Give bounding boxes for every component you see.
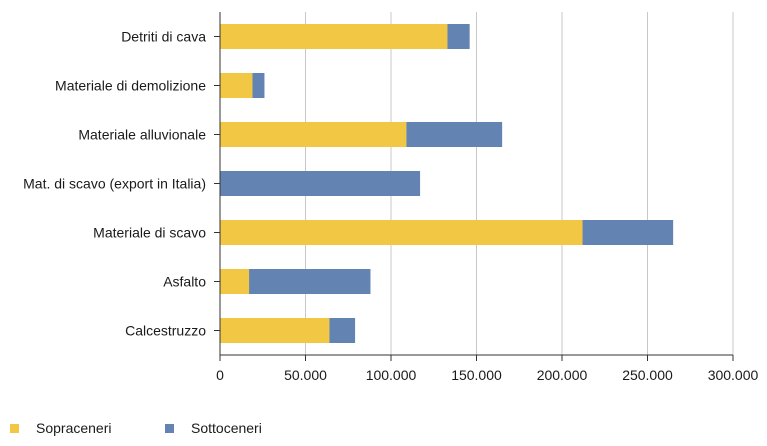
bar-sopraceneri-calcestruzzo [220, 318, 330, 343]
bar-sottoceneri-detriti-di-cava [447, 24, 470, 49]
bar-sottoceneri-asfalto [249, 269, 371, 294]
bar-sottoceneri-materiale-alluvionale [406, 122, 503, 147]
legend-swatch-sottoceneri [165, 424, 174, 433]
tick-labels: 0 50.000 100.000 150.000 200.000 250.000 300.0… [216, 367, 758, 383]
x-tick-label: 200.000 [537, 367, 588, 383]
x-tick-label: 300.000 [708, 367, 759, 383]
x-tick-label: 50.000 [284, 367, 327, 383]
legend-swatch-sopraceneri [10, 424, 19, 433]
category-label: Mat. di scavo (export in Italia) [23, 176, 206, 192]
bar-sopraceneri-materiale-di-scavo [220, 220, 583, 245]
bar-sopraceneri-materiale-di-demolizione [220, 73, 253, 98]
bar-sottoceneri-materiale-di-scavo [582, 220, 674, 245]
category-label: Detriti di cava [121, 29, 206, 45]
category-label: Materiale alluvionale [78, 127, 206, 143]
legend-label-sopraceneri: Sopraceneri [36, 420, 112, 436]
legend-label-sottoceneri: Sottoceneri [191, 420, 262, 436]
grid-layer [305, 12, 734, 355]
x-tick-label: 0 [216, 367, 224, 383]
category-label: Materiale di scavo [93, 225, 206, 241]
category-label: Materiale di demolizione [55, 78, 206, 94]
x-tick-label: 150.000 [451, 367, 502, 383]
x-tick-label: 250.000 [622, 367, 673, 383]
category-labels: Detriti di cava Materiale di demolizione M… [23, 29, 206, 339]
bar-sopraceneri-asfalto [220, 269, 250, 294]
axis-layer [214, 12, 734, 361]
legend: Sopraceneri Sottoceneri [10, 420, 262, 436]
bars-layer [220, 24, 674, 343]
bar-sottoceneri-calcestruzzo [329, 318, 356, 343]
bar-sottoceneri-mat-di-scavo-export-in-italia [220, 171, 421, 196]
bar-sopraceneri-materiale-alluvionale [220, 122, 407, 147]
bar-sopraceneri-detriti-di-cava [220, 24, 448, 49]
category-label: Calcestruzzo [125, 323, 206, 339]
category-label: Asfalto [163, 274, 206, 290]
x-tick-label: 100.000 [366, 367, 417, 383]
bar-sottoceneri-materiale-di-demolizione [252, 73, 265, 98]
